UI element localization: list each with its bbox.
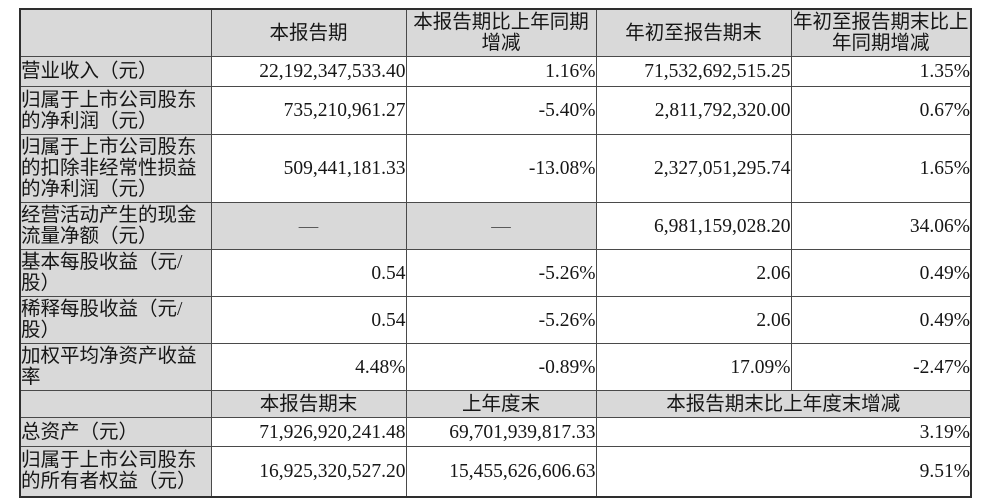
header-current-period: 本报告期	[210, 8, 407, 57]
header-ytd-change: 年初至报告期末比上年同期增减	[790, 8, 972, 57]
table-row-operating-cash-flow: 经营活动产生的现金流量净额（元） — — 6,981,159,028.20 34…	[19, 202, 972, 250]
value-ytd: 2.06	[595, 249, 792, 297]
value-ytd-change: -2.47%	[790, 343, 972, 391]
value-eop-change: 9.51%	[595, 446, 972, 497]
value-current-dash: —	[210, 202, 407, 250]
table-row-total-assets: 总资产（元） 71,926,920,241.48 69,701,939,817.…	[19, 417, 972, 447]
value-ytd-change: 0.49%	[790, 249, 972, 297]
table-row-net-profit: 归属于上市公司股东的净利润（元） 735,210,961.27 -5.40% 2…	[19, 86, 972, 135]
header-current-period-change: 本报告期比上年同期增减	[405, 8, 597, 57]
table-row-diluted-eps: 稀释每股收益（元/股） 0.54 -5.26% 2.06 0.49%	[19, 296, 972, 344]
header-ytd: 年初至报告期末	[595, 8, 792, 57]
metric-label: 经营活动产生的现金流量净额（元）	[19, 202, 212, 250]
value-current: 0.54	[210, 296, 407, 344]
value-current-change: -5.40%	[405, 86, 597, 135]
value-ytd-change: 1.65%	[790, 134, 972, 203]
period-header-row: 本报告期 本报告期比上年同期增减 年初至报告期末 年初至报告期末比上年同期增减	[19, 8, 972, 57]
metric-label: 总资产（元）	[19, 417, 212, 447]
corner-cell	[19, 8, 212, 57]
value-current-change: -5.26%	[405, 249, 597, 297]
value-ytd-change: 1.35%	[790, 56, 972, 87]
value-ytd: 6,981,159,028.20	[595, 202, 792, 250]
value-current: 4.48%	[210, 343, 407, 391]
value-current-change: 1.16%	[405, 56, 597, 87]
value-eop-change: 3.19%	[595, 417, 972, 447]
value-eop: 16,925,320,527.20	[210, 446, 407, 497]
key-accounting-data-table: 本报告期 本报告期比上年同期增减 年初至报告期末 年初至报告期末比上年同期增减 …	[19, 8, 972, 498]
table-row-owners-equity: 归属于上市公司股东的所有者权益（元） 16,925,320,527.20 15,…	[19, 446, 972, 497]
value-current-change-dash: —	[405, 202, 597, 250]
value-current: 735,210,961.27	[210, 86, 407, 135]
value-ytd: 71,532,692,515.25	[595, 56, 792, 87]
table-row-weighted-avg-roe: 加权平均净资产收益率 4.48% -0.89% 17.09% -2.47%	[19, 343, 972, 391]
value-ytd: 2,811,792,320.00	[595, 86, 792, 135]
value-ytd-change: 34.06%	[790, 202, 972, 250]
table-row-non-recurring-net-profit: 归属于上市公司股东的扣除非经常性损益的净利润（元） 509,441,181.33…	[19, 134, 972, 203]
table-row-revenue: 营业收入（元） 22,192,347,533.40 1.16% 71,532,6…	[19, 56, 972, 87]
eop-header-row: 本报告期末 上年度末 本报告期末比上年度末增减	[19, 390, 972, 418]
metric-label: 归属于上市公司股东的净利润（元）	[19, 86, 212, 135]
metric-label: 稀释每股收益（元/股）	[19, 296, 212, 344]
metric-label: 基本每股收益（元/股）	[19, 249, 212, 297]
value-current: 0.54	[210, 249, 407, 297]
value-eop: 71,926,920,241.48	[210, 417, 407, 447]
value-ytd: 2,327,051,295.74	[595, 134, 792, 203]
value-prev-year-end: 69,701,939,817.33	[405, 417, 597, 447]
header-prev-year-end: 上年度末	[405, 390, 597, 418]
value-current: 509,441,181.33	[210, 134, 407, 203]
value-current-change: -0.89%	[405, 343, 597, 391]
value-current: 22,192,347,533.40	[210, 56, 407, 87]
value-prev-year-end: 15,455,626,606.63	[405, 446, 597, 497]
value-ytd-change: 0.67%	[790, 86, 972, 135]
value-ytd: 2.06	[595, 296, 792, 344]
metric-label: 加权平均净资产收益率	[19, 343, 212, 391]
value-ytd: 17.09%	[595, 343, 792, 391]
metric-label: 归属于上市公司股东的扣除非经常性损益的净利润（元）	[19, 134, 212, 203]
metric-label: 归属于上市公司股东的所有者权益（元）	[19, 446, 212, 497]
header-eop: 本报告期末	[210, 390, 407, 418]
corner-cell	[19, 390, 212, 418]
value-current-change: -5.26%	[405, 296, 597, 344]
value-current-change: -13.08%	[405, 134, 597, 203]
value-ytd-change: 0.49%	[790, 296, 972, 344]
metric-label: 营业收入（元）	[19, 56, 212, 87]
table-row-basic-eps: 基本每股收益（元/股） 0.54 -5.26% 2.06 0.49%	[19, 249, 972, 297]
header-eop-change: 本报告期末比上年度末增减	[595, 390, 972, 418]
